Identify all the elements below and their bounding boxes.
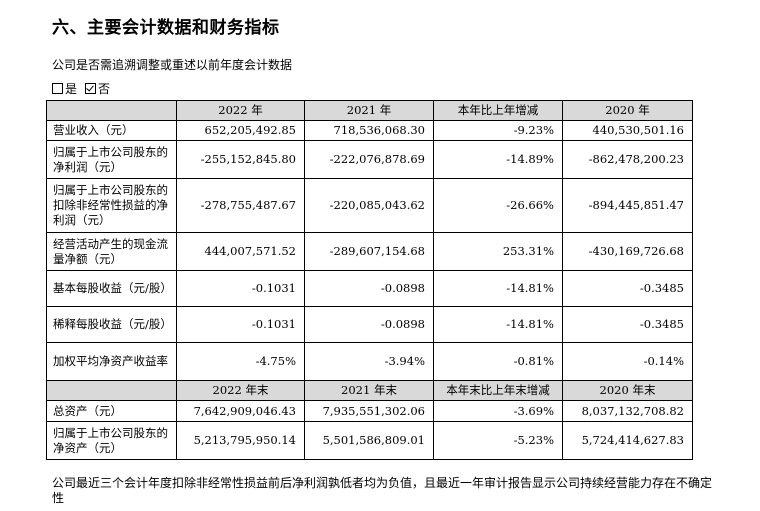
table-cell: -3.69% [433, 400, 563, 422]
table-row: 经营活动产生的现金流量净额（元） 444,007,571.52 -289,607… [46, 232, 693, 271]
table-cell: -289,607,154.68 [304, 232, 434, 271]
table-row: 归属于上市公司股东的净资产（元） 5,213,795,950.14 5,501,… [46, 421, 693, 460]
financial-indicators-table: 2022 年 2021 年 本年比上年增减 2020 年 营业收入（元） 652… [46, 100, 693, 460]
row-label: 基本每股收益（元/股） [46, 270, 177, 307]
table-cell: -0.3485 [562, 270, 693, 307]
table-cell: -14.81% [433, 306, 563, 343]
table-row: 稀释每股收益（元/股） -0.1031 -0.0898 -14.81% -0.3… [46, 306, 693, 343]
going-concern-note: 公司最近三个会计年度扣除非经常性损益前后净利润孰低者均为负值，且最近一年审计报告… [52, 476, 713, 505]
row-label: 归属于上市公司股东的扣除非经常性损益的净利润（元） [46, 178, 177, 233]
option-no-label: 否 [98, 82, 111, 96]
table-row: 归属于上市公司股东的扣除非经常性损益的净利润（元） -278,755,487.6… [46, 178, 693, 233]
header-cell: 本年比上年增减 [433, 100, 563, 121]
table-cell: -0.0898 [304, 306, 434, 343]
row-label: 总资产（元） [46, 400, 177, 422]
row-label: 营业收入（元） [46, 120, 177, 141]
table-cell: -9.23% [433, 120, 563, 141]
table-cell: -0.14% [562, 342, 693, 381]
table-cell: -0.0898 [304, 270, 434, 307]
table-cell: 5,213,795,950.14 [176, 421, 305, 460]
table-cell: 718,536,068.30 [304, 120, 434, 141]
table-row: 基本每股收益（元/股） -0.1031 -0.0898 -14.81% -0.3… [46, 270, 693, 307]
table-cell: -222,076,878.69 [304, 140, 434, 179]
table-cell: 8,037,132,708.82 [562, 400, 693, 422]
header-row: 2022 年末 2021 年末 本年末比上年末增减 2020 年末 [46, 380, 693, 401]
table-row: 加权平均净资产收益率 -4.75% -3.94% -0.81% -0.14% [46, 342, 693, 381]
option-yes-label: 是 [65, 82, 78, 96]
option-no[interactable]: 否 [85, 80, 110, 97]
table-cell: 7,935,551,302.06 [304, 400, 434, 422]
row-label: 归属于上市公司股东的净利润（元） [46, 140, 177, 179]
checked-box-icon[interactable] [85, 83, 97, 94]
header-cell: 2021 年末 [304, 380, 434, 401]
unchecked-box-icon[interactable] [52, 83, 63, 94]
table-row: 营业收入（元） 652,205,492.85 718,536,068.30 -9… [46, 120, 693, 141]
table-cell: -278,755,487.67 [176, 178, 305, 233]
table-cell: -0.1031 [176, 306, 305, 343]
table-cell: -5.23% [433, 421, 563, 460]
header-cell: 2021 年 [304, 100, 434, 121]
table-cell: -220,085,043.62 [304, 178, 434, 233]
table-cell: 440,530,501.16 [562, 120, 693, 141]
section-title: 六、主要会计数据和财务指标 [52, 18, 280, 38]
row-label: 稀释每股收益（元/股） [46, 306, 177, 343]
restatement-question: 公司是否需追溯调整或重述以前年度会计数据 [52, 58, 293, 72]
table-cell: -0.81% [433, 342, 563, 381]
table-cell: 253.31% [433, 232, 563, 271]
row-label: 加权平均净资产收益率 [46, 342, 177, 381]
header-corner [46, 100, 177, 121]
table-cell: 444,007,571.52 [176, 232, 305, 271]
header-cell: 2022 年 [176, 100, 305, 121]
header-corner [46, 380, 177, 401]
header-cell: 2020 年 [562, 100, 693, 121]
restatement-choices: 是 否 [52, 80, 116, 97]
header-cell: 2020 年末 [562, 380, 693, 401]
header-cell: 2022 年末 [176, 380, 305, 401]
table-cell: -894,445,851.47 [562, 178, 693, 233]
table-cell: 5,501,586,809.01 [304, 421, 434, 460]
table-cell: 652,205,492.85 [176, 120, 305, 141]
table-cell: -430,169,726.68 [562, 232, 693, 271]
table-cell: -14.81% [433, 270, 563, 307]
header-cell: 本年末比上年末增减 [433, 380, 563, 401]
table-cell: -14.89% [433, 140, 563, 179]
table-row: 总资产（元） 7,642,909,046.43 7,935,551,302.06… [46, 400, 693, 422]
table-cell: -0.3485 [562, 306, 693, 343]
table-cell: -255,152,845.80 [176, 140, 305, 179]
header-row: 2022 年 2021 年 本年比上年增减 2020 年 [46, 100, 693, 121]
row-label: 归属于上市公司股东的净资产（元） [46, 421, 177, 460]
table-cell: -4.75% [176, 342, 305, 381]
table-cell: -3.94% [304, 342, 434, 381]
table-row: 归属于上市公司股东的净利润（元） -255,152,845.80 -222,07… [46, 140, 693, 179]
table-cell: 7,642,909,046.43 [176, 400, 305, 422]
table-cell: -26.66% [433, 178, 563, 233]
option-yes[interactable]: 是 [52, 80, 77, 97]
table-cell: -0.1031 [176, 270, 305, 307]
row-label: 经营活动产生的现金流量净额（元） [46, 232, 177, 271]
table-cell: -862,478,200.23 [562, 140, 693, 179]
table-cell: 5,724,414,627.83 [562, 421, 693, 460]
